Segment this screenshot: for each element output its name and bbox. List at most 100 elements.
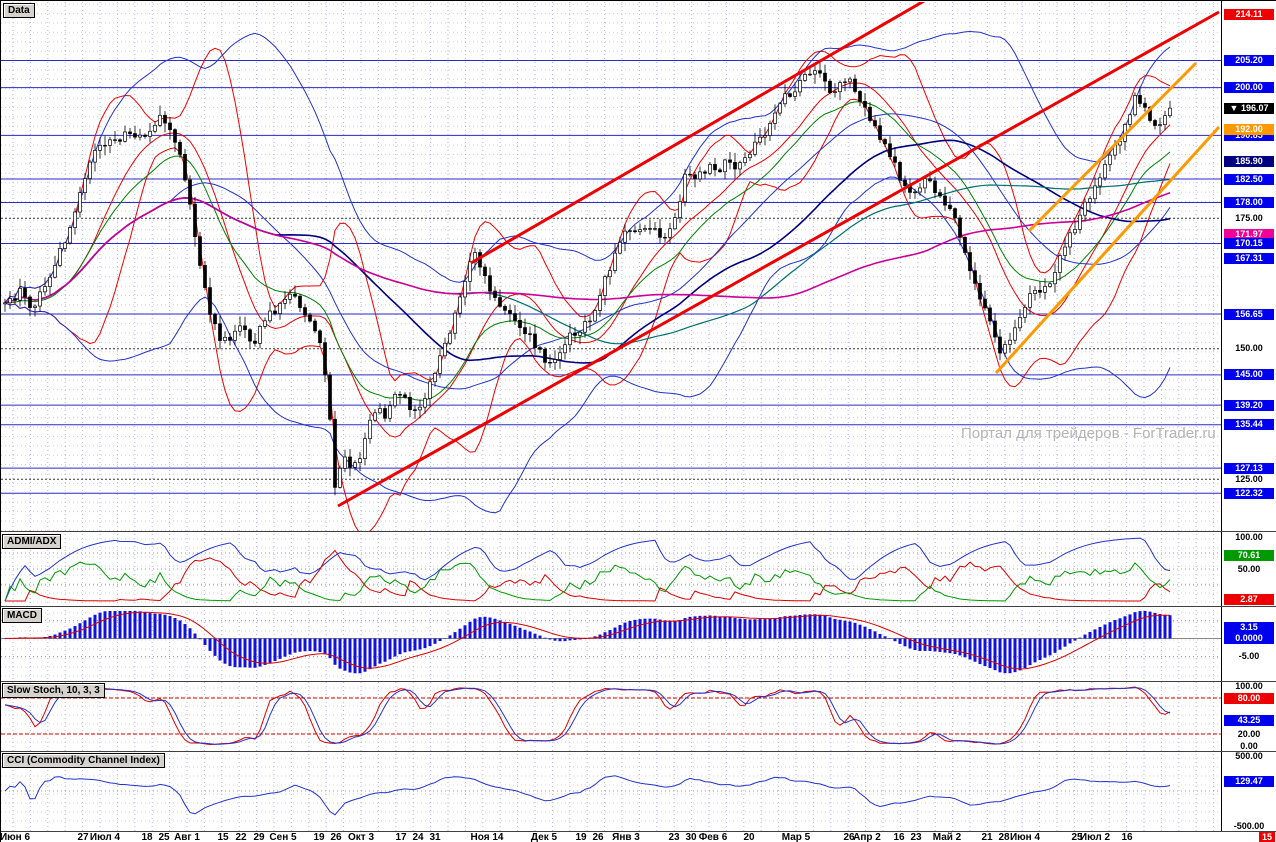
time-label: 17: [395, 832, 407, 842]
scale-badge: 122.32: [1224, 487, 1274, 499]
time-label: Янв 3: [612, 832, 640, 842]
scale-badge: 190.85: [1224, 129, 1274, 141]
axis-corner-badge: 15: [1258, 832, 1275, 842]
scale-badge: 192.00: [1224, 123, 1274, 135]
scale-badge: 129.47: [1224, 776, 1274, 788]
time-label: Апр 2: [853, 832, 881, 842]
scale-badge: 171.97: [1224, 228, 1274, 240]
orange-lower-channel-line[interactable]: [994, 125, 1221, 375]
chart-canvas[interactable]: [1, 1, 1221, 842]
macd-signal-line: [5, 611, 1170, 670]
time-label: 24: [412, 832, 424, 842]
scale-badge: ▼ 196.07: [1224, 102, 1274, 114]
adx-line: [4, 537, 1171, 602]
time-label: Сен 5: [269, 832, 297, 842]
scale-label: 100.00: [1235, 680, 1263, 691]
time-label: 19: [313, 832, 325, 842]
scale-badge: 182.50: [1224, 173, 1274, 185]
candles: [3, 62, 1172, 496]
time-label: 25: [158, 832, 170, 842]
scale-label: -5.00: [1238, 651, 1260, 661]
time-label: 15: [217, 832, 229, 842]
red-upper-channel-line[interactable]: [470, 1, 925, 265]
cci-pane: [4, 775, 1171, 816]
bollinger-slow-blue-upper: [4, 30, 1171, 304]
time-label: 28: [998, 832, 1010, 842]
scale-badge: 170.15: [1224, 238, 1274, 249]
pane-title-cci[interactable]: CCI (Commodity Channel Index): [2, 753, 165, 768]
scale-label: 150.00: [1235, 343, 1263, 354]
scale-badge: 2.87: [1224, 593, 1274, 605]
scale-badge: 127.13: [1224, 462, 1274, 474]
scale-label: 100.00: [1235, 531, 1263, 542]
pane-title-macd[interactable]: MACD: [2, 608, 42, 623]
scale-label: 0.00: [1240, 740, 1258, 751]
scale-badge: 0.0000: [1224, 632, 1274, 644]
grid: [1, 2, 1221, 831]
scale-label: 125.00: [1235, 473, 1263, 484]
time-label: Июн 6: [0, 832, 31, 842]
scale-badge: 205.20: [1224, 55, 1274, 66]
stoch-k-line: [4, 686, 1171, 746]
stoch-d-line: [4, 687, 1171, 745]
pane-title-data[interactable]: Data: [3, 3, 35, 18]
scale-badge: 167.31: [1224, 252, 1274, 264]
scale-badge: 80.00: [1224, 692, 1274, 704]
panel-separator[interactable]: [1, 681, 1276, 682]
scale-badge: 135.44: [1224, 419, 1274, 431]
scale-label: 20.00: [1237, 728, 1261, 739]
time-label: 16: [1121, 832, 1133, 842]
time-label: 20: [743, 832, 755, 842]
time-label: 25: [1071, 832, 1083, 842]
di-plus-line: [4, 561, 1171, 602]
time-label: 26: [592, 832, 604, 842]
cci-line: [4, 775, 1171, 816]
time-label: 22: [235, 832, 247, 842]
scale-label: 500.00: [1235, 750, 1263, 761]
bollinger-slow-blue-mid: [4, 113, 1171, 390]
panel-separator[interactable]: [1, 606, 1276, 607]
time-axis[interactable]: 15 Июн 6 27 Июл 4 18 25 Авг 1 15 22 29 Сен 5 19 26 О…: [1, 832, 1276, 842]
price-scale[interactable]: 214.11 205.20 200.00 ▼ 196.07 192.00 190.85 18…: [1221, 1, 1276, 842]
panel-separator: [1, 831, 1276, 832]
time-label: 18: [141, 832, 153, 842]
macd-pane: [1, 611, 1221, 674]
time-label: 23: [668, 832, 680, 842]
time-label: Авг 1: [174, 832, 200, 842]
scale-badge: 200.00: [1224, 82, 1274, 94]
time-label: Фев 6: [698, 832, 728, 842]
scale-label: 175.00: [1235, 212, 1263, 223]
time-label: Мар 5: [781, 832, 811, 842]
trendlines[interactable]: [337, 1, 1221, 508]
time-label: 16: [893, 832, 905, 842]
scale-badge: 70.61: [1224, 550, 1274, 562]
time-label: 30: [685, 832, 697, 842]
time-label: 29: [253, 832, 265, 842]
orange-upper-channel-line[interactable]: [1027, 61, 1198, 233]
time-label: 21: [981, 832, 993, 842]
scale-badge: 178.00: [1224, 197, 1274, 208]
time-label: 27: [77, 832, 89, 842]
scale-badge: 139.20: [1224, 399, 1274, 411]
scale-badge: 3.15: [1224, 621, 1274, 633]
di-minus-line: [5, 549, 1171, 602]
time-label: 19: [575, 832, 587, 842]
pane-title-adx[interactable]: ADMI/ADX: [2, 534, 62, 549]
adx-pane: [4, 537, 1171, 602]
panel-separator[interactable]: [1, 751, 1276, 752]
scale-label: -500.00: [1233, 820, 1265, 831]
scale-label: 50.00: [1237, 563, 1261, 574]
time-label: Июл 2: [1079, 832, 1111, 842]
sma-magenta: [4, 192, 1171, 304]
time-label: 26: [330, 832, 342, 842]
scale-badge: 214.11: [1224, 8, 1274, 20]
pane-title-stoch[interactable]: Slow Stoch, 10, 3, 3: [2, 683, 105, 698]
time-label: Окт 3: [347, 832, 375, 842]
scale-badge: 185.90: [1224, 155, 1274, 167]
time-label: 31: [429, 832, 441, 842]
panel-separator[interactable]: [1, 531, 1276, 532]
time-label: 26: [843, 832, 855, 842]
red-lower-channel-line[interactable]: [337, 10, 1220, 508]
time-label: Май 2: [932, 832, 962, 842]
